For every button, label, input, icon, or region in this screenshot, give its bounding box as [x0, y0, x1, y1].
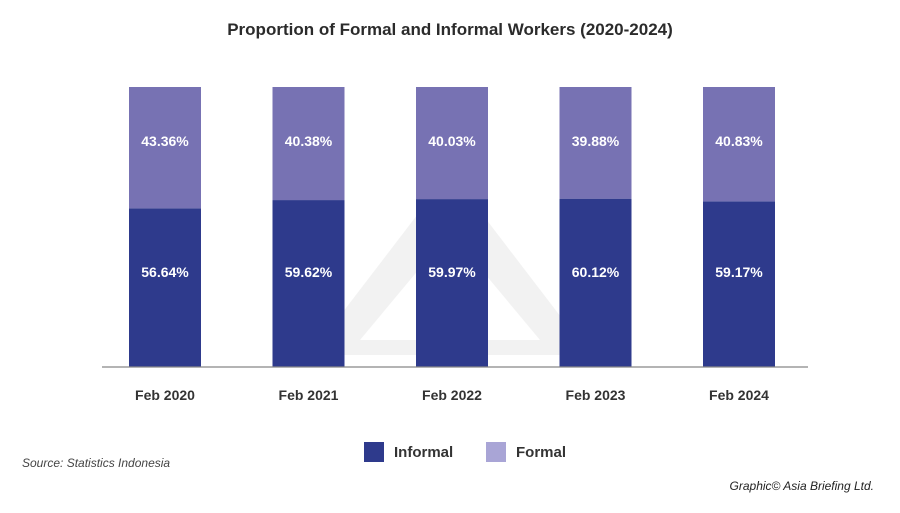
legend-label-informal: Informal	[394, 443, 454, 461]
graphic-credit: Graphic© Asia Briefing Ltd.	[729, 479, 874, 493]
bar-informal-feb-2020	[129, 208, 201, 367]
bar-formal-feb-2023	[559, 87, 632, 199]
legend-swatch-formal	[486, 442, 506, 462]
bar-formal-feb-2022	[416, 87, 488, 200]
data-label-formal-feb-2020: 43.36%	[141, 133, 189, 149]
data-label-formal-feb-2023: 39.88%	[572, 133, 620, 149]
x-tick-label-feb-2022: Feb 2022	[422, 387, 482, 403]
x-tick-labels: Feb 2020 Feb 2021 Feb 2022 Feb 2023 Feb 2024	[135, 387, 769, 403]
data-label-formal-feb-2021: 40.38%	[285, 133, 333, 149]
legend-item-informal: Informal	[364, 442, 453, 462]
x-tick-label-feb-2024: Feb 2024	[709, 387, 769, 403]
bar-informal-feb-2022	[416, 199, 488, 367]
x-tick-label-feb-2023: Feb 2023	[566, 387, 626, 403]
data-label-informal-feb-2024: 59.17%	[715, 264, 763, 280]
legend-label-formal: Formal	[516, 443, 567, 461]
bar-formal-feb-2024	[703, 87, 775, 202]
bar-group: 56.64% 43.36% 59.62% 40.38% 59.97% 40.03% 60.1…	[129, 87, 775, 367]
source-note: Source: Statistics Indonesia	[22, 456, 171, 470]
legend-item-formal: Formal	[486, 442, 566, 462]
bar-informal-feb-2023	[559, 198, 632, 367]
bar-informal-feb-2021	[272, 200, 345, 367]
data-label-informal-feb-2023: 60.12%	[572, 264, 620, 280]
x-tick-label-feb-2021: Feb 2021	[279, 387, 339, 403]
bar-formal-feb-2020	[129, 87, 201, 209]
bar-formal-feb-2021	[272, 87, 345, 201]
data-label-informal-feb-2020: 56.64%	[141, 264, 189, 280]
data-label-informal-feb-2022: 59.97%	[428, 264, 476, 280]
legend-swatch-informal	[364, 442, 384, 462]
chart-title: Proportion of Formal and Informal Worker…	[227, 20, 673, 39]
bar-informal-feb-2024	[703, 201, 775, 367]
data-label-formal-feb-2024: 40.83%	[715, 133, 763, 149]
x-tick-label-feb-2020: Feb 2020	[135, 387, 195, 403]
data-label-formal-feb-2022: 40.03%	[428, 133, 476, 149]
data-label-informal-feb-2021: 59.62%	[285, 264, 333, 280]
